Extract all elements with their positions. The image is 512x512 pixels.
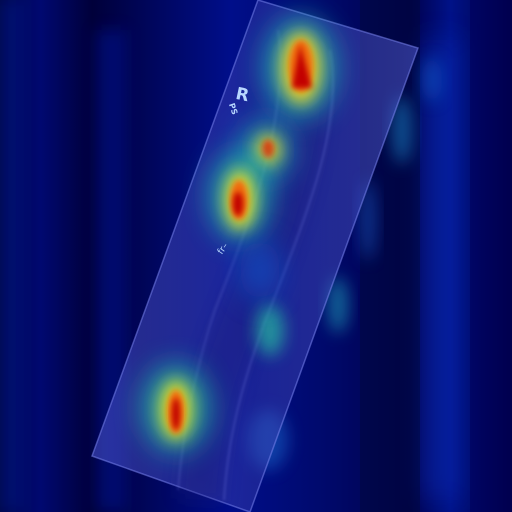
background-band	[420, 40, 460, 500]
hotspot-upper-core	[262, 140, 274, 158]
hotspot-middle-core	[233, 192, 243, 216]
side-marker-sub: PS	[227, 102, 239, 116]
side-marker-letter: R	[234, 84, 251, 106]
background-glow	[392, 96, 412, 164]
hotspot-bottom-core	[172, 398, 180, 430]
background-band	[0, 0, 24, 512]
hotspot-mid-blue	[240, 240, 280, 300]
film-markers: R PS fr–	[216, 84, 251, 257]
hotspot-mid-teal	[256, 304, 284, 356]
background-glow	[422, 58, 442, 102]
hotspot-top-core	[292, 44, 312, 88]
background-glow	[328, 277, 348, 333]
background-glow	[360, 180, 376, 260]
background-band	[470, 0, 512, 512]
heatmap-overlay	[142, 18, 336, 452]
